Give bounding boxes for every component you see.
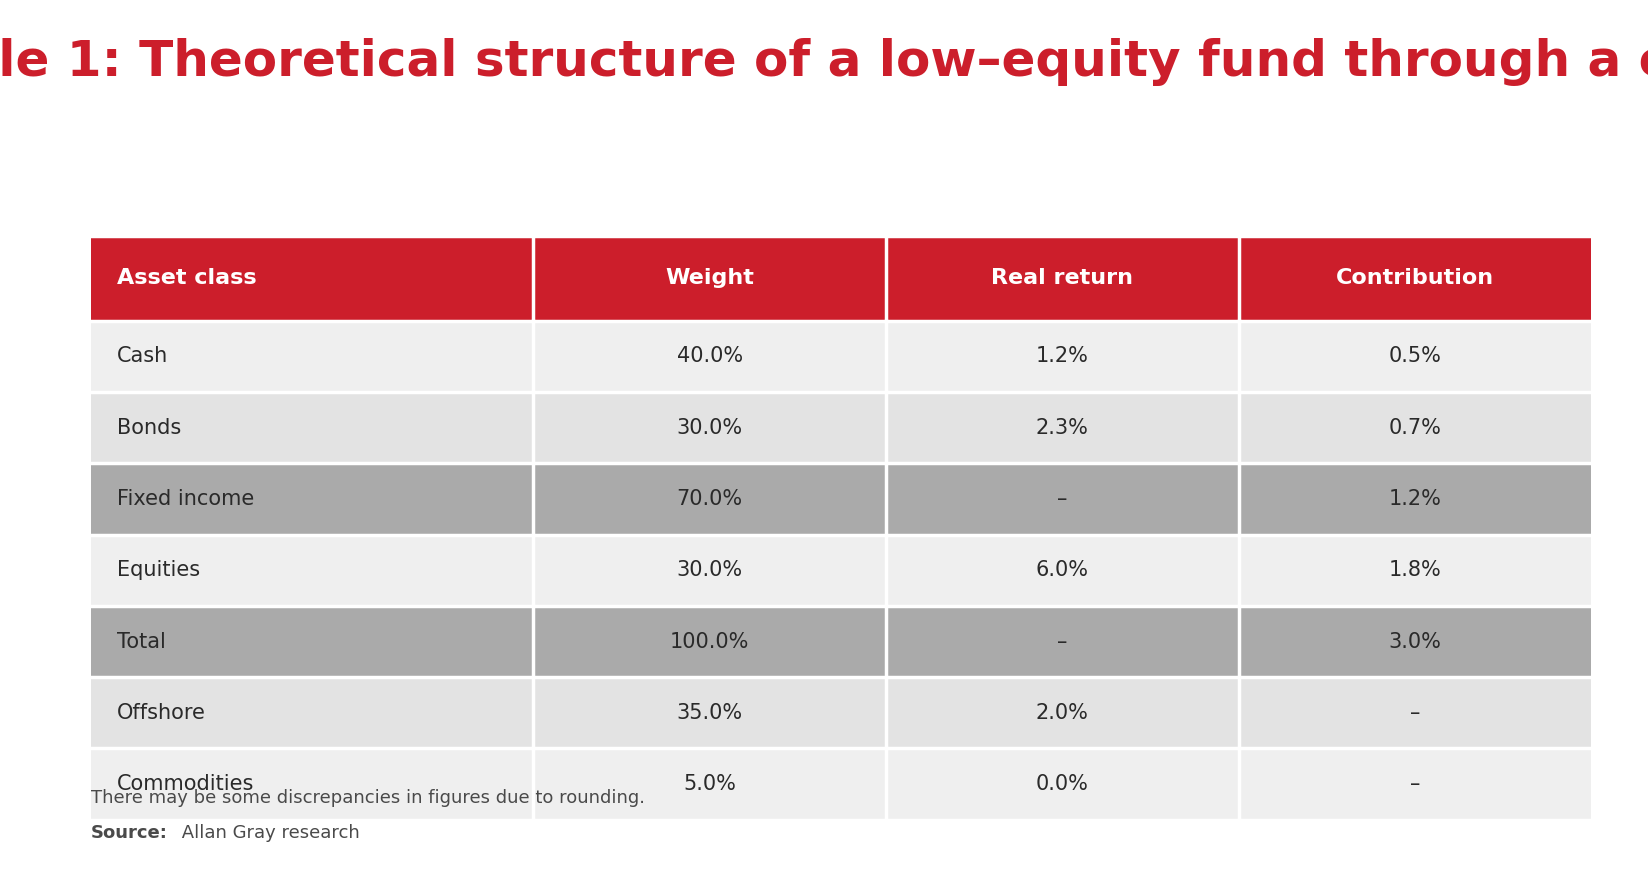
- Bar: [91, 748, 532, 820]
- Bar: [532, 321, 885, 392]
- Bar: [91, 463, 532, 535]
- Bar: [532, 392, 885, 463]
- Text: 1.8%: 1.8%: [1388, 560, 1440, 580]
- Text: 0.7%: 0.7%: [1388, 418, 1440, 437]
- Bar: [1238, 321, 1590, 392]
- Text: –: –: [1056, 489, 1066, 509]
- Bar: [91, 392, 532, 463]
- Bar: [885, 236, 1238, 321]
- Bar: [91, 677, 532, 748]
- Text: 0.5%: 0.5%: [1388, 347, 1440, 366]
- Bar: [1238, 677, 1590, 748]
- Text: 2.3%: 2.3%: [1035, 418, 1088, 437]
- Text: Contribution: Contribution: [1335, 268, 1493, 289]
- Text: Cash: Cash: [117, 347, 168, 366]
- Text: 0.0%: 0.0%: [1035, 774, 1088, 794]
- Text: 30.0%: 30.0%: [676, 418, 742, 437]
- Bar: [1238, 606, 1590, 677]
- Text: 35.0%: 35.0%: [676, 703, 742, 723]
- Text: –: –: [1409, 703, 1419, 723]
- Text: 5.0%: 5.0%: [682, 774, 735, 794]
- Text: –: –: [1056, 632, 1066, 651]
- Bar: [885, 677, 1238, 748]
- Text: 100.0%: 100.0%: [669, 632, 748, 651]
- Bar: [532, 236, 885, 321]
- Text: Offshore: Offshore: [117, 703, 206, 723]
- Bar: [1238, 535, 1590, 606]
- Text: 2.0%: 2.0%: [1035, 703, 1088, 723]
- Bar: [885, 748, 1238, 820]
- Text: Table 1: Theoretical structure of a low–equity fund through a cycle: Table 1: Theoretical structure of a low–…: [0, 38, 1648, 86]
- Text: Real return: Real return: [990, 268, 1132, 289]
- Bar: [91, 606, 532, 677]
- Text: 1.2%: 1.2%: [1388, 489, 1440, 509]
- Bar: [91, 236, 532, 321]
- Text: Bonds: Bonds: [117, 418, 181, 437]
- Bar: [1238, 236, 1590, 321]
- Bar: [885, 321, 1238, 392]
- Bar: [1238, 463, 1590, 535]
- Text: 6.0%: 6.0%: [1035, 560, 1088, 580]
- Bar: [885, 463, 1238, 535]
- Bar: [532, 748, 885, 820]
- Text: 40.0%: 40.0%: [676, 347, 742, 366]
- Bar: [532, 606, 885, 677]
- Text: Weight: Weight: [664, 268, 753, 289]
- Bar: [885, 606, 1238, 677]
- Text: Asset class: Asset class: [117, 268, 257, 289]
- Text: Fixed income: Fixed income: [117, 489, 254, 509]
- Bar: [91, 535, 532, 606]
- Text: There may be some discrepancies in figures due to rounding.: There may be some discrepancies in figur…: [91, 789, 644, 806]
- Bar: [1238, 392, 1590, 463]
- Text: –: –: [1409, 774, 1419, 794]
- Bar: [532, 535, 885, 606]
- Text: 70.0%: 70.0%: [676, 489, 742, 509]
- Bar: [885, 535, 1238, 606]
- Text: Allan Gray research: Allan Gray research: [176, 824, 359, 842]
- Bar: [1238, 748, 1590, 820]
- Text: 3.0%: 3.0%: [1388, 632, 1440, 651]
- Text: 30.0%: 30.0%: [676, 560, 742, 580]
- Text: Commodities: Commodities: [117, 774, 254, 794]
- Bar: [885, 392, 1238, 463]
- Text: 1.2%: 1.2%: [1035, 347, 1088, 366]
- Text: Total: Total: [117, 632, 166, 651]
- Text: Source:: Source:: [91, 824, 168, 842]
- Text: Equities: Equities: [117, 560, 199, 580]
- Bar: [532, 677, 885, 748]
- Bar: [91, 321, 532, 392]
- Bar: [532, 463, 885, 535]
